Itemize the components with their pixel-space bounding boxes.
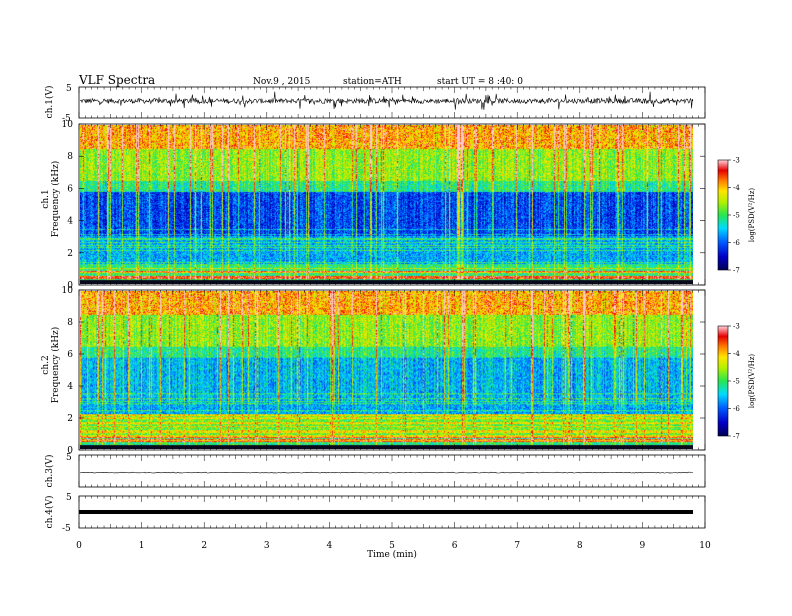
date-label: Nov.9 , 2015 — [253, 77, 311, 87]
time-tick-label: 9 — [640, 541, 646, 551]
time-tick-label: 4 — [327, 541, 333, 551]
chart-title: VLF Spectra — [78, 73, 155, 87]
frequency-tick-label: 6 — [67, 350, 73, 360]
ch1-spectrogram-image — [80, 125, 693, 284]
frequency-tick-label: 10 — [62, 286, 74, 296]
colorbar-tick-label: -7 — [733, 433, 740, 441]
ch1-channel-label: ch.1 — [41, 189, 51, 208]
colorbar-tick-label: -6 — [733, 405, 740, 413]
frequency-tick-label: 4 — [67, 382, 73, 392]
frequency-tick-label: 2 — [67, 249, 73, 259]
ch4-waveform-ylabel: ch.4(V) — [44, 496, 55, 529]
ch1-frequency-label: Frequency (kHz) — [50, 161, 61, 238]
time-tick-label: 7 — [514, 541, 520, 551]
time-tick-label: 3 — [264, 541, 270, 551]
colorbar-tick-label: -4 — [733, 350, 740, 358]
frequency-tick-label: 6 — [67, 184, 73, 194]
start-time-label: start UT = 8 :40: 0 — [437, 77, 523, 87]
ch4-ytick-top: 5 — [66, 493, 72, 503]
colorbar-tick-label: -3 — [733, 157, 740, 165]
ch1-colorbar-label: log(PSD(V²/Hz) — [748, 188, 756, 243]
frequency-tick-label: 2 — [67, 414, 73, 424]
frequency-tick-label: 8 — [67, 152, 73, 162]
ch4-ytick-bottom: -5 — [62, 524, 71, 534]
time-tick-label: 1 — [139, 541, 145, 551]
colorbar-gradient — [718, 326, 728, 436]
x-axis-ticks: 0 1 2 3 4 5 6 7 8 9 10 — [76, 541, 711, 551]
colorbar-tick-label: -5 — [733, 378, 740, 386]
frequency-tick-label: 0 — [67, 281, 73, 291]
ch2-channel-label: ch.2 — [41, 355, 51, 374]
time-tick-label: 2 — [201, 541, 207, 551]
frequency-tick-label: 4 — [67, 217, 73, 227]
time-tick-rows — [78, 87, 706, 528]
frequency-tick-label: 10 — [62, 120, 74, 130]
ch1-waveform-ylabel: ch.1(V) — [44, 86, 55, 119]
ch3-waveform-line — [79, 471, 693, 474]
colorbar-gradient — [718, 160, 728, 270]
ch1-ytick-bottom: -5 — [62, 114, 71, 124]
time-tick-label: 5 — [389, 541, 395, 551]
time-tick-label: 10 — [699, 541, 711, 551]
ch3-waveform-ylabel: ch.3(V) — [44, 455, 55, 488]
station-label: station=ATH — [343, 77, 402, 87]
ch1-waveform-panel: 5 -5 ch.1(V) — [44, 84, 706, 124]
ch2-spectrogram-image — [80, 291, 693, 449]
ch2-frequency-label: Frequency (kHz) — [50, 327, 61, 404]
ch2-colorbar-label: log(PSD(V²/Hz) — [748, 354, 756, 409]
time-tick-label: 0 — [76, 541, 82, 551]
colorbar-tick-label: -7 — [733, 267, 740, 275]
ch3-ytick-top: 5 — [66, 453, 72, 463]
colorbar-tick-label: -4 — [733, 184, 740, 192]
x-axis-label: Time (min) — [367, 549, 417, 560]
colorbar-tick-label: -5 — [733, 212, 740, 220]
frequency-tick-label: 0 — [67, 446, 73, 456]
ch3-waveform-panel: 5 ch.3(V) — [44, 453, 706, 488]
colorbar-tick-label: -3 — [733, 323, 740, 331]
time-tick-label: 6 — [452, 541, 458, 551]
ch4-waveform-panel: 5 -5 ch.4(V) — [44, 493, 706, 534]
ch1-ytick-top: 5 — [66, 84, 72, 94]
time-tick-label: 8 — [577, 541, 583, 551]
ch1-waveform-line — [79, 91, 694, 110]
colorbar-tick-label: -6 — [733, 239, 740, 247]
frequency-tick-label: 8 — [67, 318, 73, 328]
